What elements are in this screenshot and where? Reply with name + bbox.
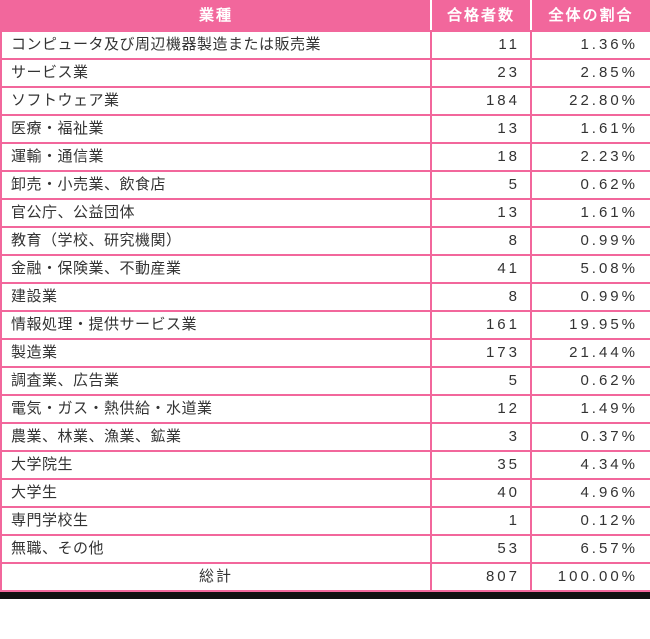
percent-cell: 0.99%: [530, 226, 650, 256]
percent-cell: 0.62%: [530, 366, 650, 396]
industry-cell: 専門学校生: [0, 506, 432, 536]
count-cell: 5: [430, 170, 532, 200]
table-row: 大学生 40 4.96%: [0, 478, 650, 508]
table-row: 無職、その他 53 6.57%: [0, 534, 650, 564]
table-row: 運輸・通信業 18 2.23%: [0, 142, 650, 172]
table-row: 建設業 8 0.99%: [0, 282, 650, 312]
count-cell: 5: [430, 366, 532, 396]
total-row: 総計 807 100.00%: [0, 562, 650, 592]
count-cell: 807: [430, 562, 532, 592]
percent-cell: 19.95%: [530, 310, 650, 340]
percent-cell: 5.08%: [530, 254, 650, 284]
count-cell: 18: [430, 142, 532, 172]
table-row: 専門学校生 1 0.12%: [0, 506, 650, 536]
industry-cell: 無職、その他: [0, 534, 432, 564]
table-row: 官公庁、公益団体 13 1.61%: [0, 198, 650, 228]
table-row: 農業、林業、漁業、鉱業 3 0.37%: [0, 422, 650, 452]
industry-cell: 建設業: [0, 282, 432, 312]
table-row: 金融・保険業、不動産業 41 5.08%: [0, 254, 650, 284]
industry-cell: 教育（学校、研究機関）: [0, 226, 432, 256]
percent-cell: 4.34%: [530, 450, 650, 480]
industry-cell: 総計: [0, 562, 432, 592]
industry-cell: 製造業: [0, 338, 432, 368]
industry-cell: 運輸・通信業: [0, 142, 432, 172]
count-cell: 13: [430, 198, 532, 228]
pass-rate-by-industry-table: 業種 合格者数 全体の割合 コンピュータ及び周辺機器製造または販売業 11 1.36…: [0, 0, 650, 592]
count-cell: 1: [430, 506, 532, 536]
percent-cell: 4.96%: [530, 478, 650, 508]
table-row: 情報処理・提供サービス業 161 19.95%: [0, 310, 650, 340]
count-cell: 41: [430, 254, 532, 284]
col-header-count: 合格者数: [430, 0, 532, 32]
count-cell: 161: [430, 310, 532, 340]
count-cell: 11: [430, 30, 532, 60]
col-header-industry: 業種: [0, 0, 432, 32]
count-cell: 8: [430, 282, 532, 312]
industry-cell: 官公庁、公益団体: [0, 198, 432, 228]
count-cell: 184: [430, 86, 532, 116]
percent-cell: 0.12%: [530, 506, 650, 536]
industry-cell: 電気・ガス・熱供給・水道業: [0, 394, 432, 424]
count-cell: 40: [430, 478, 532, 508]
percent-cell: 1.49%: [530, 394, 650, 424]
industry-cell: ソフトウェア業: [0, 86, 432, 116]
table-row: コンピュータ及び周辺機器製造または販売業 11 1.36%: [0, 30, 650, 60]
percent-cell: 100.00%: [530, 562, 650, 592]
table-row: 卸売・小売業、飲食店 5 0.62%: [0, 170, 650, 200]
industry-cell: サービス業: [0, 58, 432, 88]
count-cell: 12: [430, 394, 532, 424]
percent-cell: 1.61%: [530, 114, 650, 144]
industry-cell: 卸売・小売業、飲食店: [0, 170, 432, 200]
percent-cell: 0.62%: [530, 170, 650, 200]
percent-cell: 0.37%: [530, 422, 650, 452]
table-row: 電気・ガス・熱供給・水道業 12 1.49%: [0, 394, 650, 424]
percent-cell: 2.23%: [530, 142, 650, 172]
count-cell: 53: [430, 534, 532, 564]
percent-cell: 21.44%: [530, 338, 650, 368]
count-cell: 8: [430, 226, 532, 256]
table-body: コンピュータ及び周辺機器製造または販売業 11 1.36% サービス業 23 2.85% ソ…: [0, 30, 650, 592]
industry-cell: コンピュータ及び周辺機器製造または販売業: [0, 30, 432, 60]
industry-cell: 金融・保険業、不動産業: [0, 254, 432, 284]
percent-cell: 0.99%: [530, 282, 650, 312]
col-header-percent: 全体の割合: [530, 0, 650, 32]
header-row: 業種 合格者数 全体の割合: [0, 0, 650, 32]
count-cell: 13: [430, 114, 532, 144]
table-row: 製造業 173 21.44%: [0, 338, 650, 368]
industry-cell: 大学院生: [0, 450, 432, 480]
table-row: ソフトウェア業 184 22.80%: [0, 86, 650, 116]
percent-cell: 6.57%: [530, 534, 650, 564]
count-cell: 173: [430, 338, 532, 368]
table-row: 大学院生 35 4.34%: [0, 450, 650, 480]
count-cell: 23: [430, 58, 532, 88]
table-row: 調査業、広告業 5 0.62%: [0, 366, 650, 396]
percent-cell: 22.80%: [530, 86, 650, 116]
table-row: 医療・福祉業 13 1.61%: [0, 114, 650, 144]
table-row: 教育（学校、研究機関） 8 0.99%: [0, 226, 650, 256]
industry-cell: 情報処理・提供サービス業: [0, 310, 432, 340]
industry-cell: 農業、林業、漁業、鉱業: [0, 422, 432, 452]
industry-cell: 医療・福祉業: [0, 114, 432, 144]
count-cell: 3: [430, 422, 532, 452]
pass-rate-by-industry-table-wrap: 業種 合格者数 全体の割合 コンピュータ及び周辺機器製造または販売業 11 1.36…: [0, 0, 650, 599]
table-row: サービス業 23 2.85%: [0, 58, 650, 88]
percent-cell: 1.61%: [530, 198, 650, 228]
industry-cell: 大学生: [0, 478, 432, 508]
count-cell: 35: [430, 450, 532, 480]
percent-cell: 2.85%: [530, 58, 650, 88]
percent-cell: 1.36%: [530, 30, 650, 60]
industry-cell: 調査業、広告業: [0, 366, 432, 396]
